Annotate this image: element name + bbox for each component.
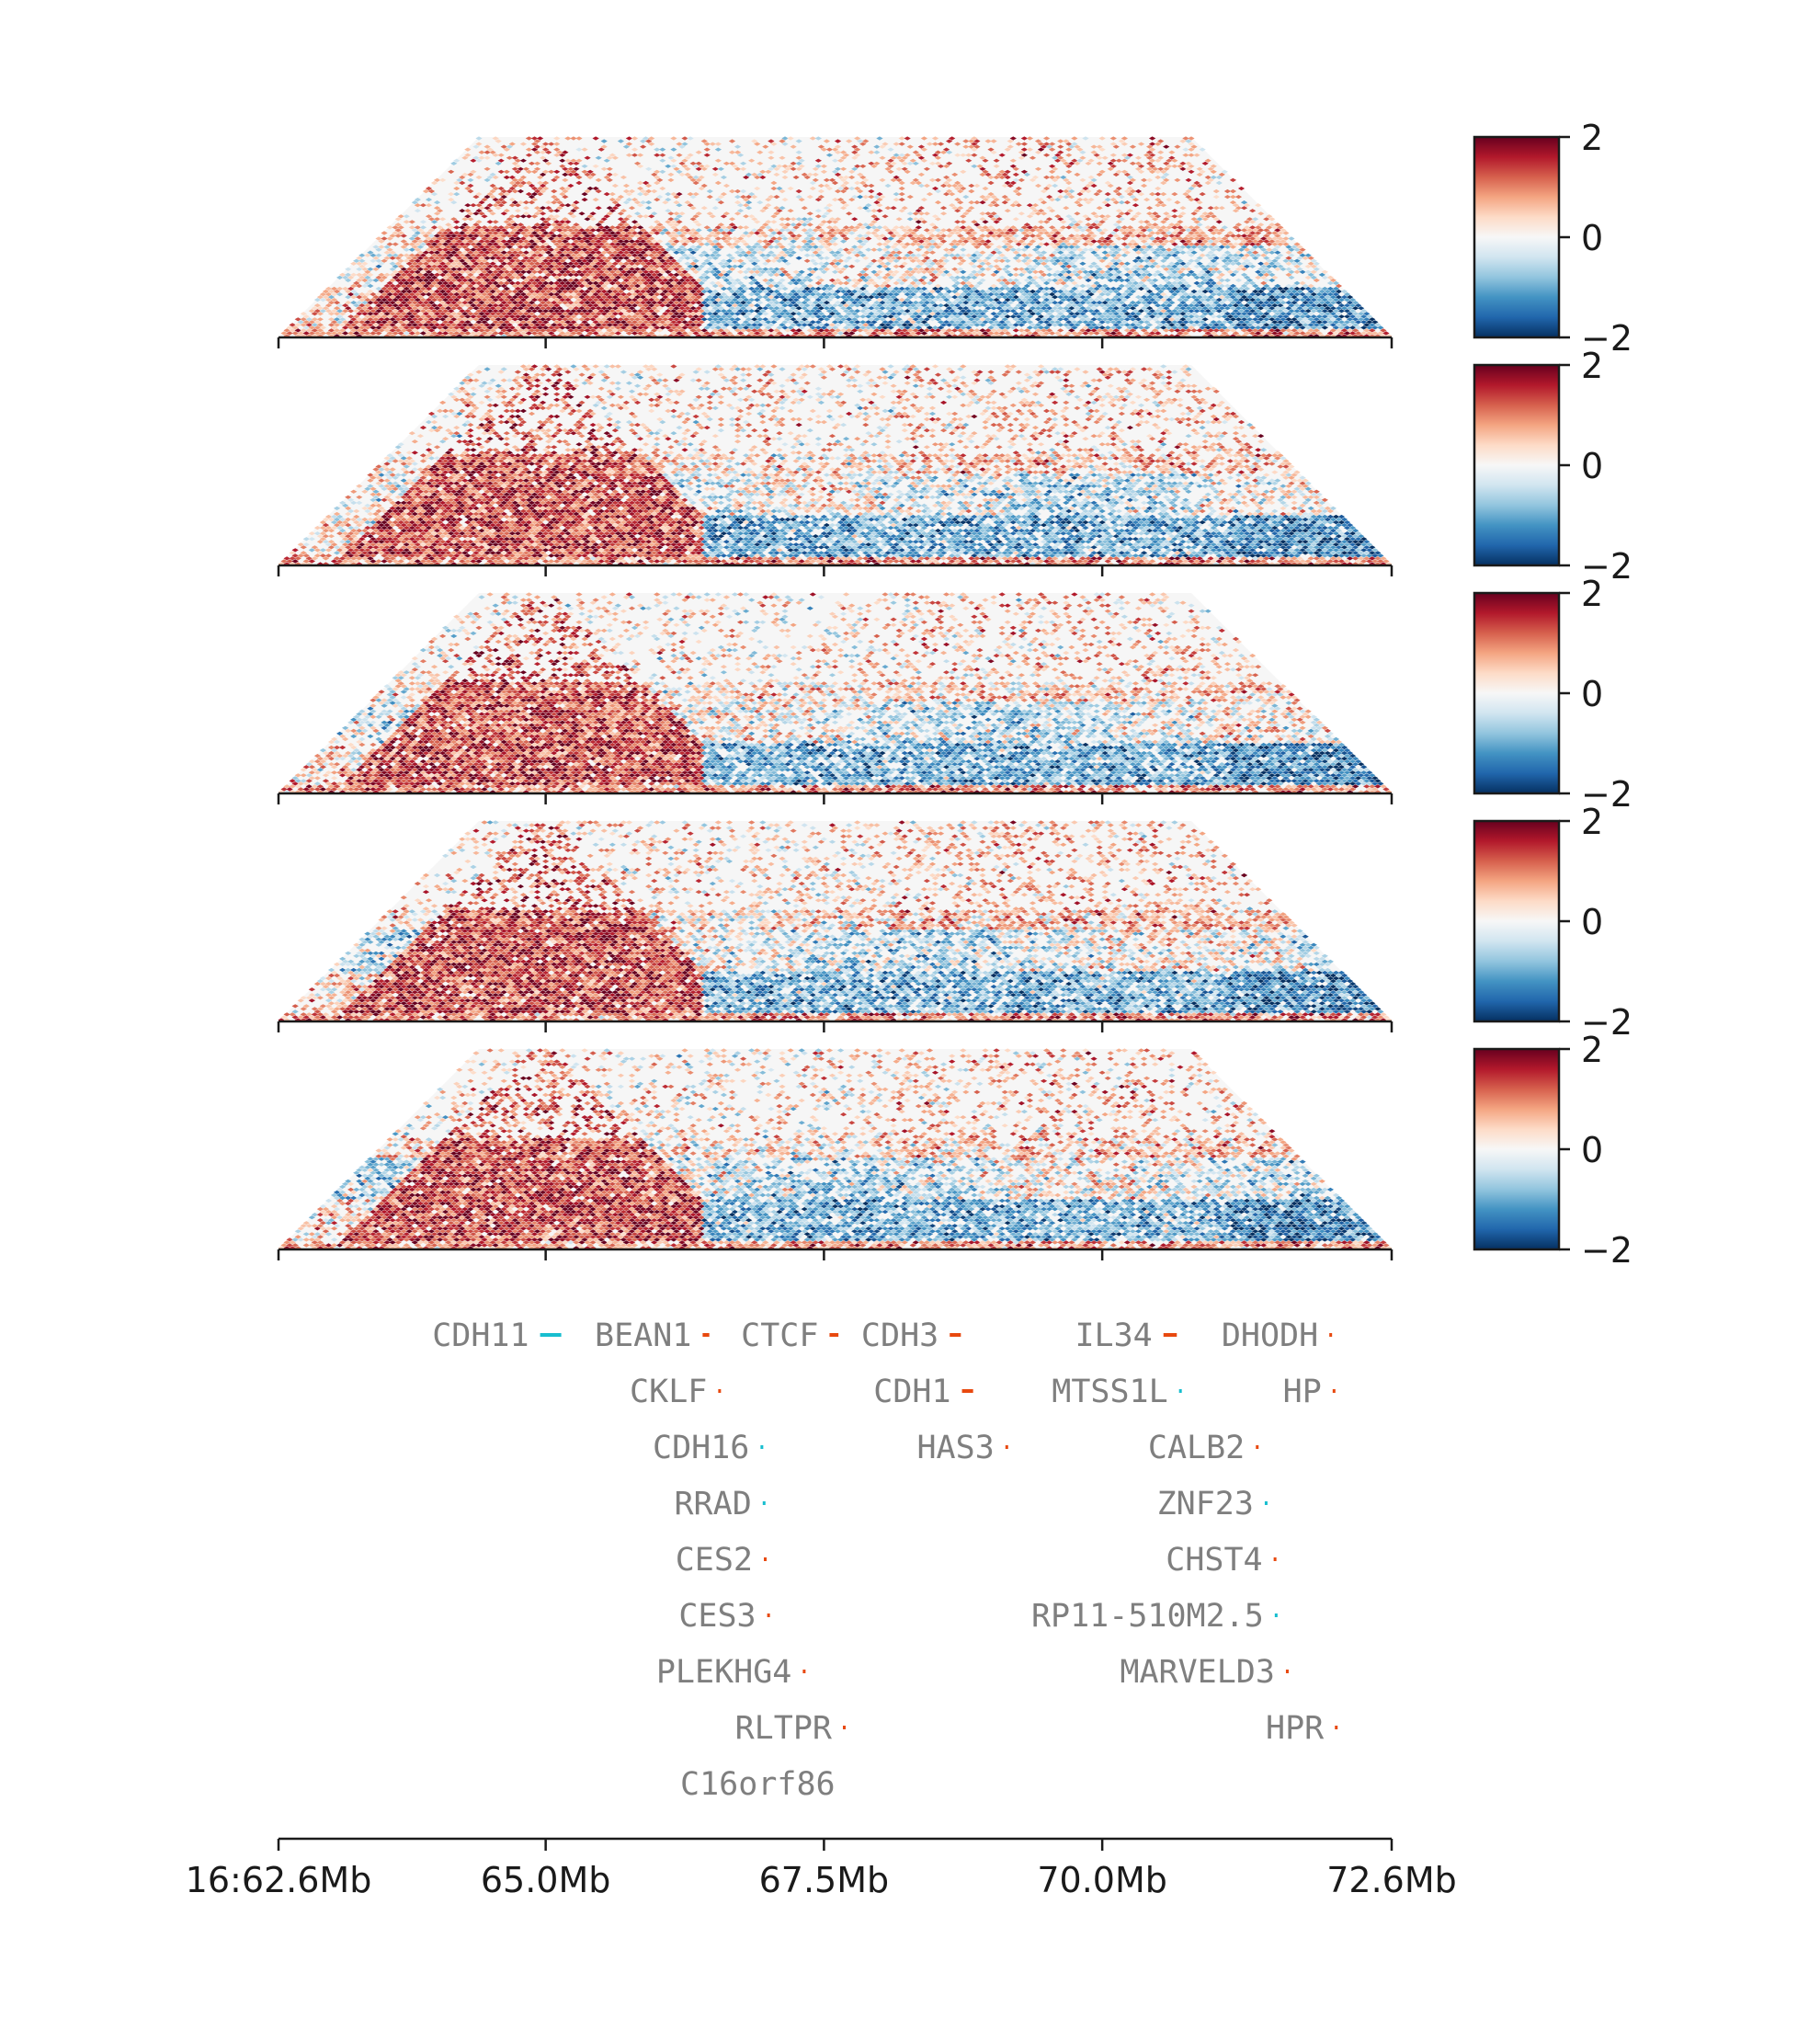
heatmap-panels bbox=[278, 136, 1392, 1260]
heatmap-panel-1 bbox=[279, 136, 1393, 348]
